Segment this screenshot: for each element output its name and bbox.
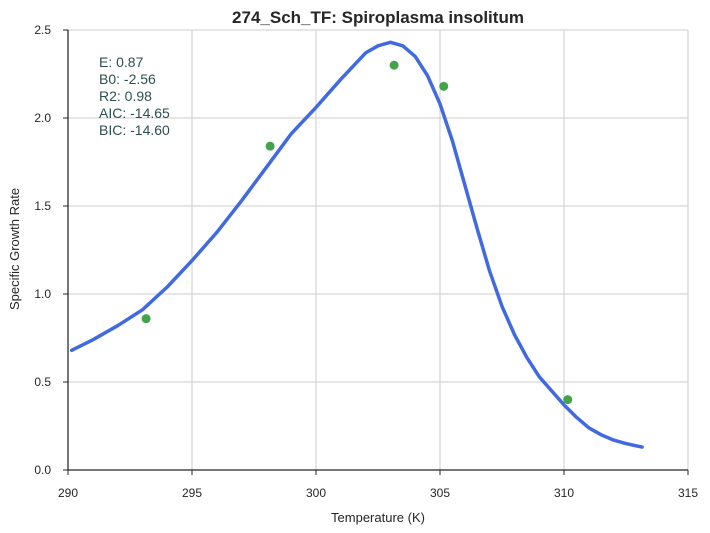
x-tick-label: 295 xyxy=(182,486,202,500)
plot-area xyxy=(69,40,644,449)
data-point xyxy=(141,314,151,324)
ticks: 290 295 300 305 310 315 0.0 0.5 1.0 1.5 2.0 2.5 xyxy=(34,23,698,500)
data-point xyxy=(265,141,275,151)
y-tick-label: 2.0 xyxy=(34,111,51,125)
y-tick-label: 0.0 xyxy=(34,463,51,477)
y-axis-label: Specific Growth Rate xyxy=(7,188,22,310)
x-tick-label: 305 xyxy=(430,486,450,500)
x-axis-label: Temperature (K) xyxy=(331,510,425,525)
x-tick-label: 300 xyxy=(306,486,326,500)
y-tick-label: 1.5 xyxy=(34,199,51,213)
data-point xyxy=(389,60,399,70)
fit-statistic-line: BIC: -14.60 xyxy=(99,122,170,138)
y-tick-label: 0.5 xyxy=(34,375,51,389)
x-tick-label: 290 xyxy=(58,486,78,500)
fit-statistic-line: AIC: -14.65 xyxy=(99,105,170,121)
chart-title: 274_Sch_TF: Spiroplasma insolitum xyxy=(232,8,524,27)
y-tick-label: 2.5 xyxy=(34,23,51,37)
data-point xyxy=(563,395,573,405)
fit-statistic-line: R2: 0.98 xyxy=(99,88,152,104)
x-tick-label: 315 xyxy=(678,486,698,500)
axes xyxy=(67,30,688,471)
grid-lines xyxy=(68,29,689,470)
y-tick-label: 1.0 xyxy=(34,287,51,301)
fit-statistic-line: B0: -2.56 xyxy=(99,71,156,87)
x-tick-label: 310 xyxy=(554,486,574,500)
data-point xyxy=(439,81,449,91)
model-fit-line xyxy=(69,40,644,449)
fit-statistic-line: E: 0.87 xyxy=(99,54,144,70)
